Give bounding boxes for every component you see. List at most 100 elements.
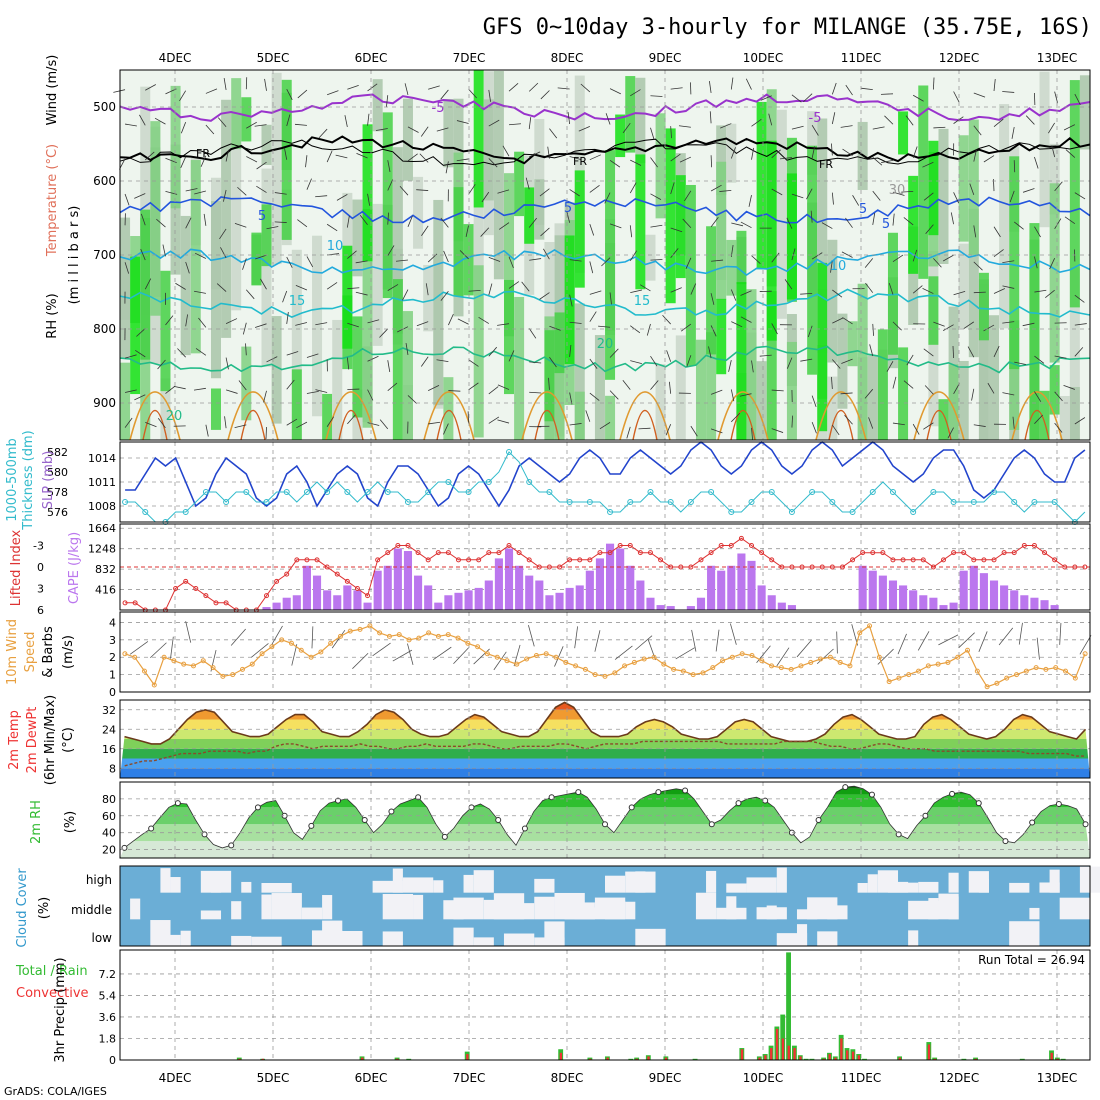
wind-speed-point xyxy=(965,647,971,653)
warm-contour xyxy=(1024,409,1050,441)
wind-barb xyxy=(978,631,988,652)
rh-shade xyxy=(392,279,403,440)
cloud-clear-cell xyxy=(514,903,535,920)
wind-barb xyxy=(840,125,853,128)
lifted-index-point xyxy=(769,557,775,563)
rh-shade xyxy=(999,104,1010,329)
wind-barb xyxy=(811,421,817,434)
lifted-index-point xyxy=(698,557,704,563)
rh-shade xyxy=(1029,223,1040,440)
wind-barb xyxy=(498,222,510,230)
rh-shade xyxy=(312,235,323,417)
rh-shade xyxy=(837,313,848,409)
wind-speed-point xyxy=(1004,675,1010,681)
lifted-index-point xyxy=(264,593,270,599)
thickness-point xyxy=(324,489,331,495)
cape-bar xyxy=(656,605,665,610)
rh-shade xyxy=(817,262,828,432)
wind-barb xyxy=(255,254,267,260)
rh-point xyxy=(655,789,662,796)
upper-air-tick-label: 900 xyxy=(93,396,116,410)
wind-barb xyxy=(234,424,247,429)
rh-shade xyxy=(1049,365,1060,415)
wind-barb xyxy=(923,348,934,357)
wind-barb xyxy=(407,153,418,162)
rh-axis-label: RH (%) xyxy=(45,293,60,338)
cloud-clear-cell xyxy=(605,900,626,920)
lifted-index-point xyxy=(122,600,128,606)
wind-barb xyxy=(165,385,176,394)
wind-speed-point xyxy=(514,661,520,667)
wind-barb xyxy=(759,354,772,357)
warm-contour xyxy=(240,409,266,441)
wind-barb xyxy=(933,258,942,268)
wind-barb xyxy=(488,119,500,127)
thickness-point xyxy=(849,509,856,515)
wind-barb xyxy=(884,115,894,125)
rh-shade xyxy=(1039,71,1050,228)
rh-shade xyxy=(160,378,171,440)
rh-point xyxy=(815,817,822,823)
wind-barb xyxy=(719,189,732,192)
cloud-clear-cell xyxy=(948,896,959,920)
wind-speed-point xyxy=(210,665,216,671)
wind-barb xyxy=(387,160,391,173)
wind-barb xyxy=(872,190,881,201)
thickness-tick-label: 576 xyxy=(47,506,68,519)
cape-bar xyxy=(545,595,554,610)
cloud-clear-cell xyxy=(261,894,272,920)
temperature-axis-label: Temperature (°C) xyxy=(45,144,60,257)
wind-barb xyxy=(326,416,335,427)
contour-label: 5 xyxy=(882,217,890,232)
rh-point xyxy=(628,804,635,811)
lifted-index-point xyxy=(476,557,482,563)
lifted-index-point xyxy=(375,557,381,563)
wind-barb xyxy=(448,313,454,326)
wind-speed-point xyxy=(445,632,451,638)
lifted-index-point xyxy=(274,578,280,584)
precip-convective-bar xyxy=(770,1048,773,1060)
wind-barb xyxy=(136,328,146,337)
wind-barb xyxy=(710,155,713,168)
wind-barb xyxy=(609,348,619,358)
cape-bar xyxy=(878,575,887,610)
wind-barb xyxy=(967,346,975,358)
wind-speed-point xyxy=(739,651,745,657)
wind-barb xyxy=(740,221,752,229)
wind-barb xyxy=(589,392,600,401)
wind-barb xyxy=(892,191,905,196)
precip-tick-label: 1.8 xyxy=(99,1032,117,1045)
cloud-clear-cell xyxy=(796,924,808,946)
wind-speed-point xyxy=(563,659,569,665)
wind-speed-point xyxy=(396,632,402,638)
wind-barb xyxy=(346,357,350,370)
cloud-clear-cell xyxy=(918,881,939,893)
wind-barb xyxy=(387,212,389,225)
wind-barb xyxy=(297,219,308,228)
rh-shade xyxy=(817,118,828,353)
wind-barb xyxy=(453,647,469,665)
rh-point xyxy=(201,831,208,838)
wind-barb xyxy=(604,192,611,204)
wind-barb xyxy=(569,321,582,324)
wind-barb xyxy=(905,115,914,126)
cape-bar xyxy=(969,565,978,610)
wind-barb xyxy=(1013,221,1024,230)
wind-barb xyxy=(690,425,698,437)
wind-barb xyxy=(284,147,288,160)
wind-speed-point xyxy=(239,666,245,672)
lifted-index-point xyxy=(749,543,755,548)
cloud-clear-cell xyxy=(382,931,403,946)
wind-barb xyxy=(165,88,177,95)
wind-barb xyxy=(806,188,813,200)
wind-barb xyxy=(497,384,510,390)
wind-barb xyxy=(569,294,573,307)
wind-barb xyxy=(791,248,796,261)
wind-barb xyxy=(529,391,542,394)
wind-speed-point xyxy=(347,628,353,634)
cloud-clear-cell xyxy=(392,868,403,893)
lifted-index-point xyxy=(324,564,330,570)
wind-speed-point xyxy=(876,654,882,660)
wind-speed-point xyxy=(161,654,167,660)
rh2m-unit-label: (%) xyxy=(63,811,78,834)
